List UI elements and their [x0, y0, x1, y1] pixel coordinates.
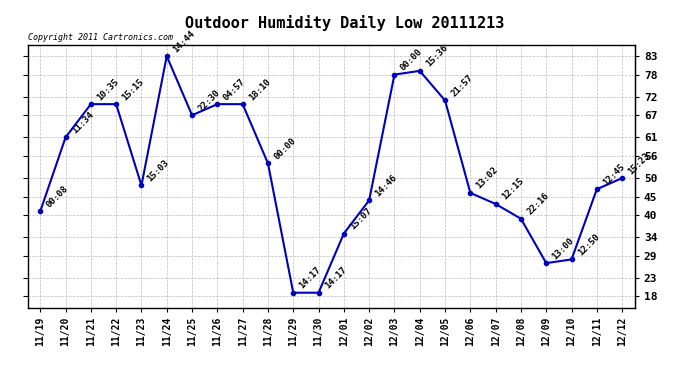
- Text: Outdoor Humidity Daily Low 20111213: Outdoor Humidity Daily Low 20111213: [186, 15, 504, 31]
- Text: 15:36: 15:36: [424, 44, 449, 69]
- Text: 18:10: 18:10: [247, 76, 272, 102]
- Text: 00:00: 00:00: [399, 47, 424, 72]
- Text: 14:46: 14:46: [373, 173, 399, 198]
- Text: 15:03: 15:03: [146, 158, 171, 183]
- Text: 13:02: 13:02: [475, 165, 500, 191]
- Text: 14:44: 14:44: [171, 28, 196, 54]
- Text: 12:45: 12:45: [601, 162, 627, 187]
- Text: 15:07: 15:07: [348, 206, 373, 231]
- Text: 15:23: 15:23: [627, 151, 651, 176]
- Text: 00:00: 00:00: [272, 136, 297, 161]
- Text: 10:35: 10:35: [95, 76, 120, 102]
- Text: 13:00: 13:00: [551, 236, 575, 261]
- Text: 21:57: 21:57: [449, 73, 475, 98]
- Text: 04:57: 04:57: [221, 76, 247, 102]
- Text: 15:15: 15:15: [120, 76, 146, 102]
- Text: 12:50: 12:50: [575, 232, 601, 257]
- Text: 11:34: 11:34: [70, 110, 95, 135]
- Text: 22:16: 22:16: [525, 191, 551, 217]
- Text: 12:15: 12:15: [500, 177, 525, 202]
- Text: Copyright 2011 Cartronics.com: Copyright 2011 Cartronics.com: [28, 33, 172, 42]
- Text: 14:17: 14:17: [297, 265, 323, 291]
- Text: 22:30: 22:30: [196, 88, 221, 113]
- Text: 14:17: 14:17: [323, 265, 348, 291]
- Text: 00:08: 00:08: [44, 184, 70, 209]
